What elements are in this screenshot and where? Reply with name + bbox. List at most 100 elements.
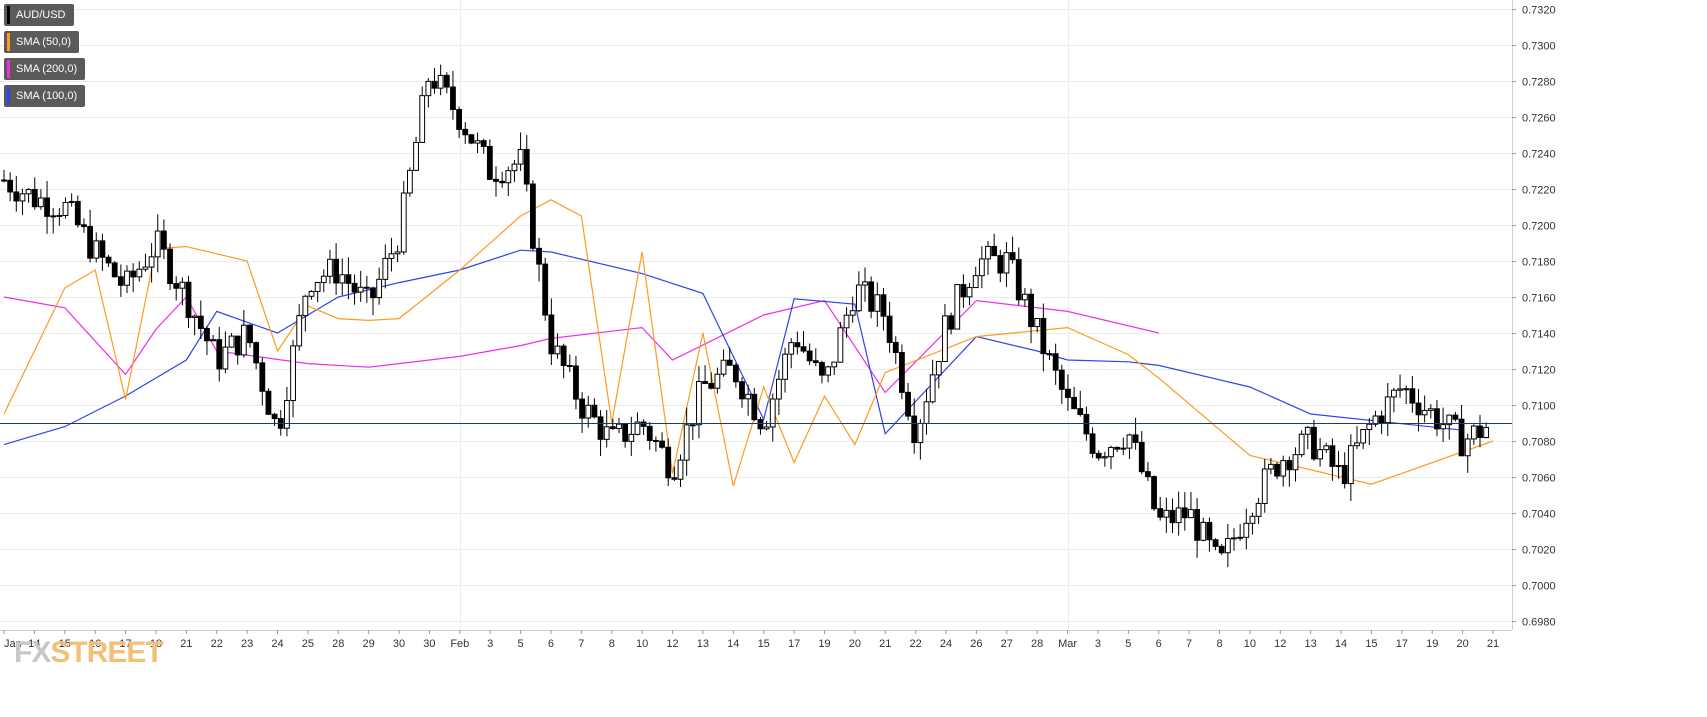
candle	[1274, 462, 1280, 480]
candle	[825, 365, 832, 383]
candle-body	[671, 477, 678, 480]
candle-body	[370, 287, 376, 299]
y-tick-label: 0.7140	[1522, 329, 1556, 341]
sma50-line	[3, 199, 1494, 487]
y-tick-label: 0.7300	[1522, 41, 1556, 53]
candle-body	[7, 179, 14, 193]
candle-body	[812, 360, 819, 364]
candle	[1200, 517, 1207, 542]
candle	[302, 294, 309, 332]
candle	[1249, 512, 1256, 535]
candle	[776, 369, 782, 416]
legend-item-sma50[interactable]: SMA (50,0)	[4, 31, 80, 53]
x-tick-label: 21	[1487, 638, 1499, 650]
candle	[788, 338, 795, 369]
candle-body	[579, 398, 586, 419]
legend-item-audusd[interactable]: AUD/USD	[4, 4, 74, 26]
legend-item-sma200[interactable]: SMA (200,0)	[4, 58, 86, 80]
chart-legend: AUD/USD SMA (50,0) SMA (200,0) SMA (100,…	[4, 4, 86, 112]
candle-body	[148, 256, 155, 268]
candle	[1446, 414, 1453, 440]
candle	[1366, 418, 1373, 446]
candle-body	[327, 258, 333, 277]
candle	[942, 304, 948, 363]
candle-body	[855, 284, 862, 312]
candle	[1138, 431, 1145, 475]
legend-item-sma100[interactable]: SMA (100,0)	[4, 85, 86, 107]
candle	[960, 274, 967, 308]
candle-body	[1274, 463, 1280, 477]
candle-body	[462, 128, 469, 136]
candle	[628, 416, 635, 457]
candle-body	[1058, 369, 1065, 390]
candle-body	[74, 200, 81, 226]
candle	[1224, 523, 1231, 568]
candle	[609, 418, 616, 431]
candle-body	[505, 170, 512, 184]
candle	[56, 207, 63, 226]
candle	[284, 386, 290, 437]
sma200-line	[3, 295, 1159, 394]
candle	[1101, 451, 1108, 467]
candle	[173, 276, 180, 301]
candle-body	[1101, 456, 1108, 459]
candle	[665, 438, 672, 487]
x-tick-label: 5	[1125, 638, 1131, 650]
candle	[542, 257, 549, 321]
x-tick-label: 23	[241, 638, 253, 650]
candle	[339, 258, 346, 296]
x-tick-label: 15	[59, 638, 71, 650]
candle	[1280, 455, 1287, 487]
candle	[19, 188, 26, 216]
candle-body	[665, 446, 672, 479]
fxstreet-logo: FXSTREET	[14, 636, 164, 670]
candle	[978, 246, 985, 289]
legend-label: SMA (200,0)	[16, 63, 78, 75]
y-tick-label: 0.7200	[1522, 221, 1556, 233]
candle-body	[646, 425, 653, 441]
candle-body	[1169, 509, 1176, 524]
candle-body	[124, 270, 130, 286]
x-tick-label: 12	[1274, 638, 1286, 650]
candle-body	[609, 426, 616, 430]
candle	[253, 341, 260, 370]
candle-body	[634, 421, 641, 435]
candle	[880, 287, 887, 331]
candle	[191, 314, 198, 336]
blue-line-swatch-icon	[7, 87, 10, 105]
candle	[351, 274, 358, 305]
candle	[1372, 410, 1379, 428]
candle	[456, 106, 463, 139]
candle-body	[400, 192, 407, 253]
candle	[591, 398, 598, 419]
candle	[794, 331, 801, 355]
candle	[997, 249, 1004, 283]
x-tick-label: 21	[180, 638, 192, 650]
candle	[1440, 407, 1446, 443]
candle-body	[44, 197, 50, 217]
candle-body	[523, 149, 530, 185]
candle	[874, 282, 881, 327]
x-tick-label: 30	[393, 638, 405, 650]
candle-body	[837, 327, 844, 363]
candle-body	[93, 240, 100, 259]
candle	[124, 265, 130, 294]
candle-body	[1255, 502, 1262, 517]
candle	[911, 398, 918, 454]
x-tick-label: 15	[758, 638, 770, 650]
candle	[1403, 385, 1410, 405]
candle	[573, 356, 579, 410]
candle	[400, 181, 407, 255]
candle	[1483, 422, 1490, 439]
candle-body	[597, 416, 604, 440]
candle-body	[966, 287, 973, 298]
legend-label: SMA (100,0)	[16, 90, 78, 102]
candle-body	[413, 141, 419, 171]
candle-body	[782, 353, 788, 380]
candle-body	[683, 424, 690, 461]
candle-body	[363, 286, 370, 289]
candle-body	[769, 398, 776, 428]
candle	[1009, 236, 1016, 264]
candle	[1126, 433, 1133, 459]
candle	[806, 343, 813, 365]
